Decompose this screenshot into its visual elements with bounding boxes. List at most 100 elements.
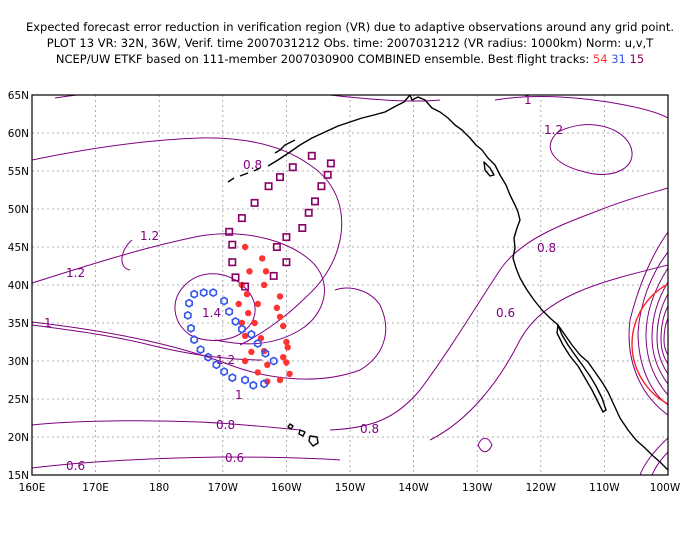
contour-east-4 bbox=[651, 281, 668, 385]
contour-label: 0.8 bbox=[537, 241, 556, 255]
contour-label: 1.2 bbox=[140, 229, 159, 243]
contour-label: 1.2 bbox=[66, 266, 85, 280]
alaska-south-coast bbox=[274, 139, 296, 154]
latitude-label: 20N bbox=[8, 432, 29, 444]
latitude-labels: 65N 60N 55N 50N 45N 40N 35N 30N 25N 20N … bbox=[8, 90, 29, 482]
track-54-marker bbox=[260, 281, 268, 289]
track-31-marker bbox=[269, 356, 278, 366]
latitude-label: 15N bbox=[8, 470, 29, 482]
longitude-label: 100W bbox=[650, 482, 681, 494]
track-31-marker bbox=[209, 288, 218, 298]
contour-0.6-southwest bbox=[32, 456, 341, 469]
track-31-marker bbox=[199, 288, 208, 298]
track-54-marker bbox=[286, 370, 293, 378]
track-15-marker bbox=[225, 227, 234, 236]
track-31-marker bbox=[204, 352, 213, 362]
track-54-marker bbox=[264, 361, 271, 368]
track-31-marker bbox=[225, 307, 234, 317]
track-31-marker bbox=[260, 379, 269, 389]
longitude-label: 160E bbox=[19, 482, 46, 494]
contour-label: 0.8 bbox=[216, 418, 235, 432]
header-line-3-prefix: NCEP/UW ETKF based on 111-member 2007030… bbox=[56, 52, 593, 66]
track-54-marker bbox=[238, 319, 246, 327]
track-31-marker bbox=[231, 316, 240, 327]
contour-east-2 bbox=[637, 251, 668, 406]
track-15-marker bbox=[272, 243, 281, 252]
contour-east-7 bbox=[663, 317, 668, 356]
contour-1.2-west bbox=[121, 239, 133, 271]
hawaii-island bbox=[298, 429, 306, 437]
track-15-marker bbox=[228, 240, 237, 249]
track-54-marker bbox=[243, 290, 251, 298]
contour-label: 0.6 bbox=[496, 306, 515, 320]
aleutian-island bbox=[227, 177, 235, 183]
track-15-marker bbox=[228, 258, 237, 267]
track-54-marker bbox=[245, 309, 252, 317]
contour-0.6-small bbox=[477, 437, 493, 453]
contour-0.6-center bbox=[429, 264, 668, 441]
longitude-label: 150W bbox=[335, 482, 366, 494]
track-31-marker bbox=[220, 367, 228, 377]
track-31-marker bbox=[228, 373, 237, 383]
baja-california-coast bbox=[556, 324, 607, 413]
track-15-marker bbox=[237, 214, 246, 223]
longitude-label: 180 bbox=[149, 482, 169, 494]
contour-label: 0.6 bbox=[66, 459, 85, 473]
flight-tracks bbox=[183, 151, 335, 390]
track-15-marker bbox=[275, 173, 284, 182]
track-54-marker bbox=[283, 338, 290, 346]
track-54-marker bbox=[257, 335, 265, 342]
track-31-marker bbox=[190, 335, 199, 345]
verification-region-layer bbox=[631, 283, 668, 405]
contour-label: 1.2 bbox=[544, 123, 563, 137]
track-15-marker bbox=[264, 182, 273, 191]
contour-0.8-upper bbox=[32, 137, 343, 346]
aleutian-island bbox=[253, 167, 261, 172]
track-15-legend-label: 15 bbox=[630, 52, 645, 66]
track-15-marker bbox=[269, 271, 278, 280]
latitude-label: 55N bbox=[8, 166, 29, 178]
contour-label: 1 bbox=[524, 93, 532, 107]
aleutian-island bbox=[239, 172, 249, 177]
track-54-marker bbox=[246, 268, 253, 275]
contour-label: 0.8 bbox=[360, 422, 379, 436]
north-america-coastline bbox=[409, 95, 668, 471]
latitude-label: 45N bbox=[8, 242, 29, 254]
track-31-marker bbox=[196, 345, 205, 355]
track-54-marker bbox=[241, 357, 249, 365]
latitude-label: 30N bbox=[8, 356, 29, 368]
longitude-label: 120W bbox=[526, 482, 557, 494]
track-15-marker bbox=[250, 198, 259, 207]
track-54-marker bbox=[280, 354, 287, 361]
track-31-marker bbox=[212, 360, 221, 370]
longitude-label: 140W bbox=[398, 482, 429, 494]
track-15-marker bbox=[241, 282, 250, 291]
contour-label: 1.2 bbox=[216, 353, 235, 367]
track-31-marker bbox=[241, 375, 249, 385]
track-31-marker bbox=[187, 323, 195, 333]
track-31-marker bbox=[247, 329, 256, 339]
header-line-2: PLOT 13 VR: 32N, 36W, Verif. time 200703… bbox=[47, 36, 654, 50]
latitude-label: 50N bbox=[8, 204, 29, 216]
contour-east-8 bbox=[639, 437, 668, 475]
track-15-marker bbox=[310, 197, 319, 206]
latitude-label: 60N bbox=[8, 128, 29, 140]
track-54-marker bbox=[241, 332, 249, 340]
latitude-label: 25N bbox=[8, 394, 29, 406]
track-54-marker bbox=[276, 293, 284, 300]
contour-layer bbox=[32, 95, 668, 475]
track-15-marker bbox=[323, 170, 332, 179]
hawaii-island bbox=[308, 435, 319, 447]
track-54-marker bbox=[251, 319, 258, 327]
track-15-marker bbox=[231, 273, 240, 282]
contour-label: 1 bbox=[44, 316, 52, 330]
track-54-marker bbox=[248, 348, 255, 356]
contour-1.2-outer bbox=[32, 233, 325, 345]
longitude-labels: 160E 170E 180 170W 160W 150W 140W 130W 1… bbox=[19, 482, 681, 494]
contour-1.2-northeast bbox=[549, 124, 633, 175]
track-54-marker bbox=[283, 359, 290, 366]
contour-1-northeast bbox=[494, 95, 668, 119]
track-15-marker bbox=[282, 258, 291, 267]
latitude-label: 35N bbox=[8, 318, 29, 330]
